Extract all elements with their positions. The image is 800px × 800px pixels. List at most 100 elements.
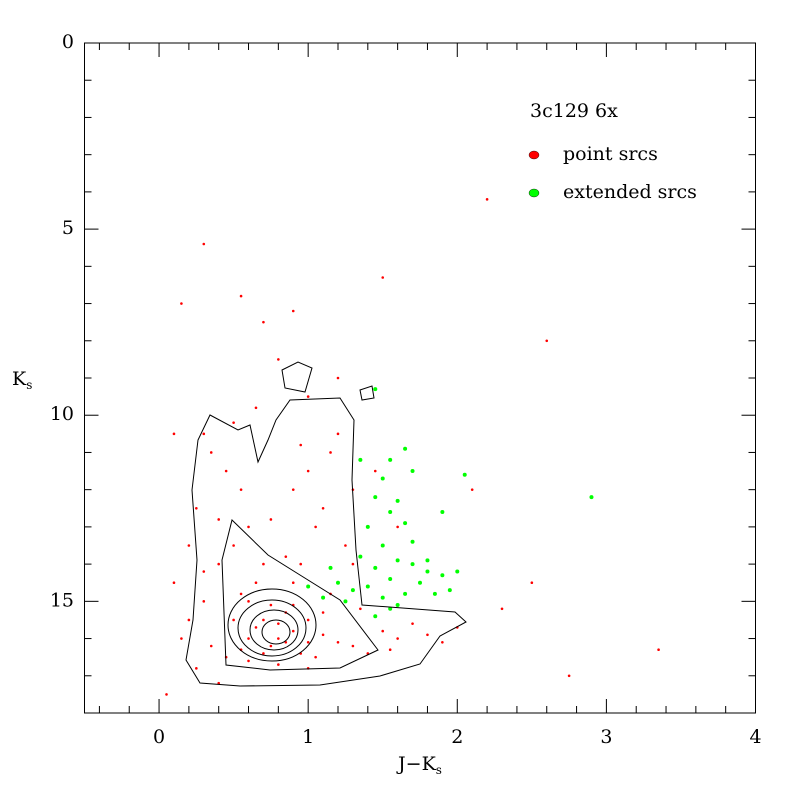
data-point <box>277 637 280 640</box>
data-point <box>365 584 370 589</box>
contour <box>185 397 467 687</box>
data-point <box>381 276 385 279</box>
data-point <box>291 309 295 313</box>
data-point <box>284 555 288 558</box>
data-point <box>299 443 303 447</box>
data-point <box>172 581 176 585</box>
legend-marker <box>528 150 540 160</box>
data-point <box>395 498 400 503</box>
data-point <box>247 659 250 663</box>
data-point <box>239 294 243 298</box>
y-axis-label: Ks <box>12 368 32 392</box>
data-point <box>373 469 377 473</box>
data-point <box>262 652 265 655</box>
data-point <box>321 633 325 637</box>
data-point <box>381 629 385 633</box>
x-tick-label: 4 <box>749 726 761 748</box>
legend-label: point srcs <box>563 143 658 165</box>
data-point <box>321 506 325 510</box>
y-tick-label: 10 <box>50 403 74 425</box>
data-point <box>299 562 303 566</box>
x-axis-label-sub: s <box>436 763 442 777</box>
data-point <box>411 622 414 625</box>
data-point <box>254 406 258 410</box>
data-point <box>388 577 393 581</box>
data-point <box>335 580 340 585</box>
data-point <box>350 588 355 593</box>
data-point <box>180 637 183 640</box>
density-contours <box>185 361 467 687</box>
data-point <box>418 580 422 585</box>
data-point <box>344 544 347 547</box>
data-point <box>306 640 310 644</box>
data-point <box>545 339 549 343</box>
contour <box>227 588 317 662</box>
data-point <box>239 488 243 491</box>
data-point <box>425 569 430 574</box>
data-point <box>336 432 340 436</box>
data-point <box>343 599 348 604</box>
data-point <box>395 603 400 608</box>
data-point <box>388 510 393 514</box>
data-point <box>328 565 333 570</box>
data-point <box>172 432 176 436</box>
contour <box>281 361 313 393</box>
data-point <box>567 674 571 678</box>
data-point <box>388 648 392 652</box>
data-point <box>447 588 452 593</box>
data-point <box>351 562 355 566</box>
data-point <box>373 387 378 392</box>
data-point <box>329 451 332 454</box>
contour <box>261 619 291 645</box>
y-tick-label: 5 <box>62 217 74 239</box>
data-point <box>485 198 489 201</box>
data-point <box>380 476 385 481</box>
data-point <box>358 554 363 559</box>
data-point <box>589 495 594 500</box>
data-point <box>440 573 445 578</box>
contour <box>237 599 307 657</box>
data-point <box>217 518 220 521</box>
data-point <box>321 611 325 614</box>
data-point <box>314 525 317 529</box>
y-tick-label: 15 <box>50 589 74 611</box>
data-point <box>187 618 191 622</box>
data-point <box>269 518 273 521</box>
data-point <box>336 640 340 644</box>
data-point <box>187 544 191 547</box>
data-point <box>254 581 258 585</box>
data-point <box>396 525 399 529</box>
data-point <box>209 644 213 648</box>
data-point <box>657 648 660 652</box>
contour <box>359 385 375 401</box>
x-tick-label: 0 <box>153 726 165 748</box>
data-point <box>314 655 317 659</box>
y-axis-label-sub: s <box>26 378 32 392</box>
data-point <box>269 603 273 607</box>
data-point <box>410 539 415 544</box>
x-tick-label: 2 <box>451 726 463 748</box>
data-point <box>380 595 385 600</box>
data-point <box>403 521 408 526</box>
contour <box>221 519 379 671</box>
data-point <box>462 472 467 477</box>
axis-labels: J−Ks Ks <box>12 368 442 777</box>
data-point <box>403 446 408 451</box>
x-tick-label: 3 <box>600 726 612 748</box>
data-point <box>441 640 444 644</box>
data-point <box>202 432 206 436</box>
data-point <box>426 633 429 637</box>
data-point <box>195 506 198 510</box>
data-point <box>359 607 362 611</box>
data-point <box>195 667 198 670</box>
legend-marker <box>528 188 540 198</box>
data-point <box>217 562 220 566</box>
x-axis-label-text: J−K <box>396 753 437 775</box>
data-point <box>165 693 168 696</box>
y-tick-label: 0 <box>62 31 74 53</box>
data-point <box>277 358 280 361</box>
data-point <box>202 570 206 573</box>
data-point <box>291 581 295 585</box>
data-point <box>403 591 408 596</box>
